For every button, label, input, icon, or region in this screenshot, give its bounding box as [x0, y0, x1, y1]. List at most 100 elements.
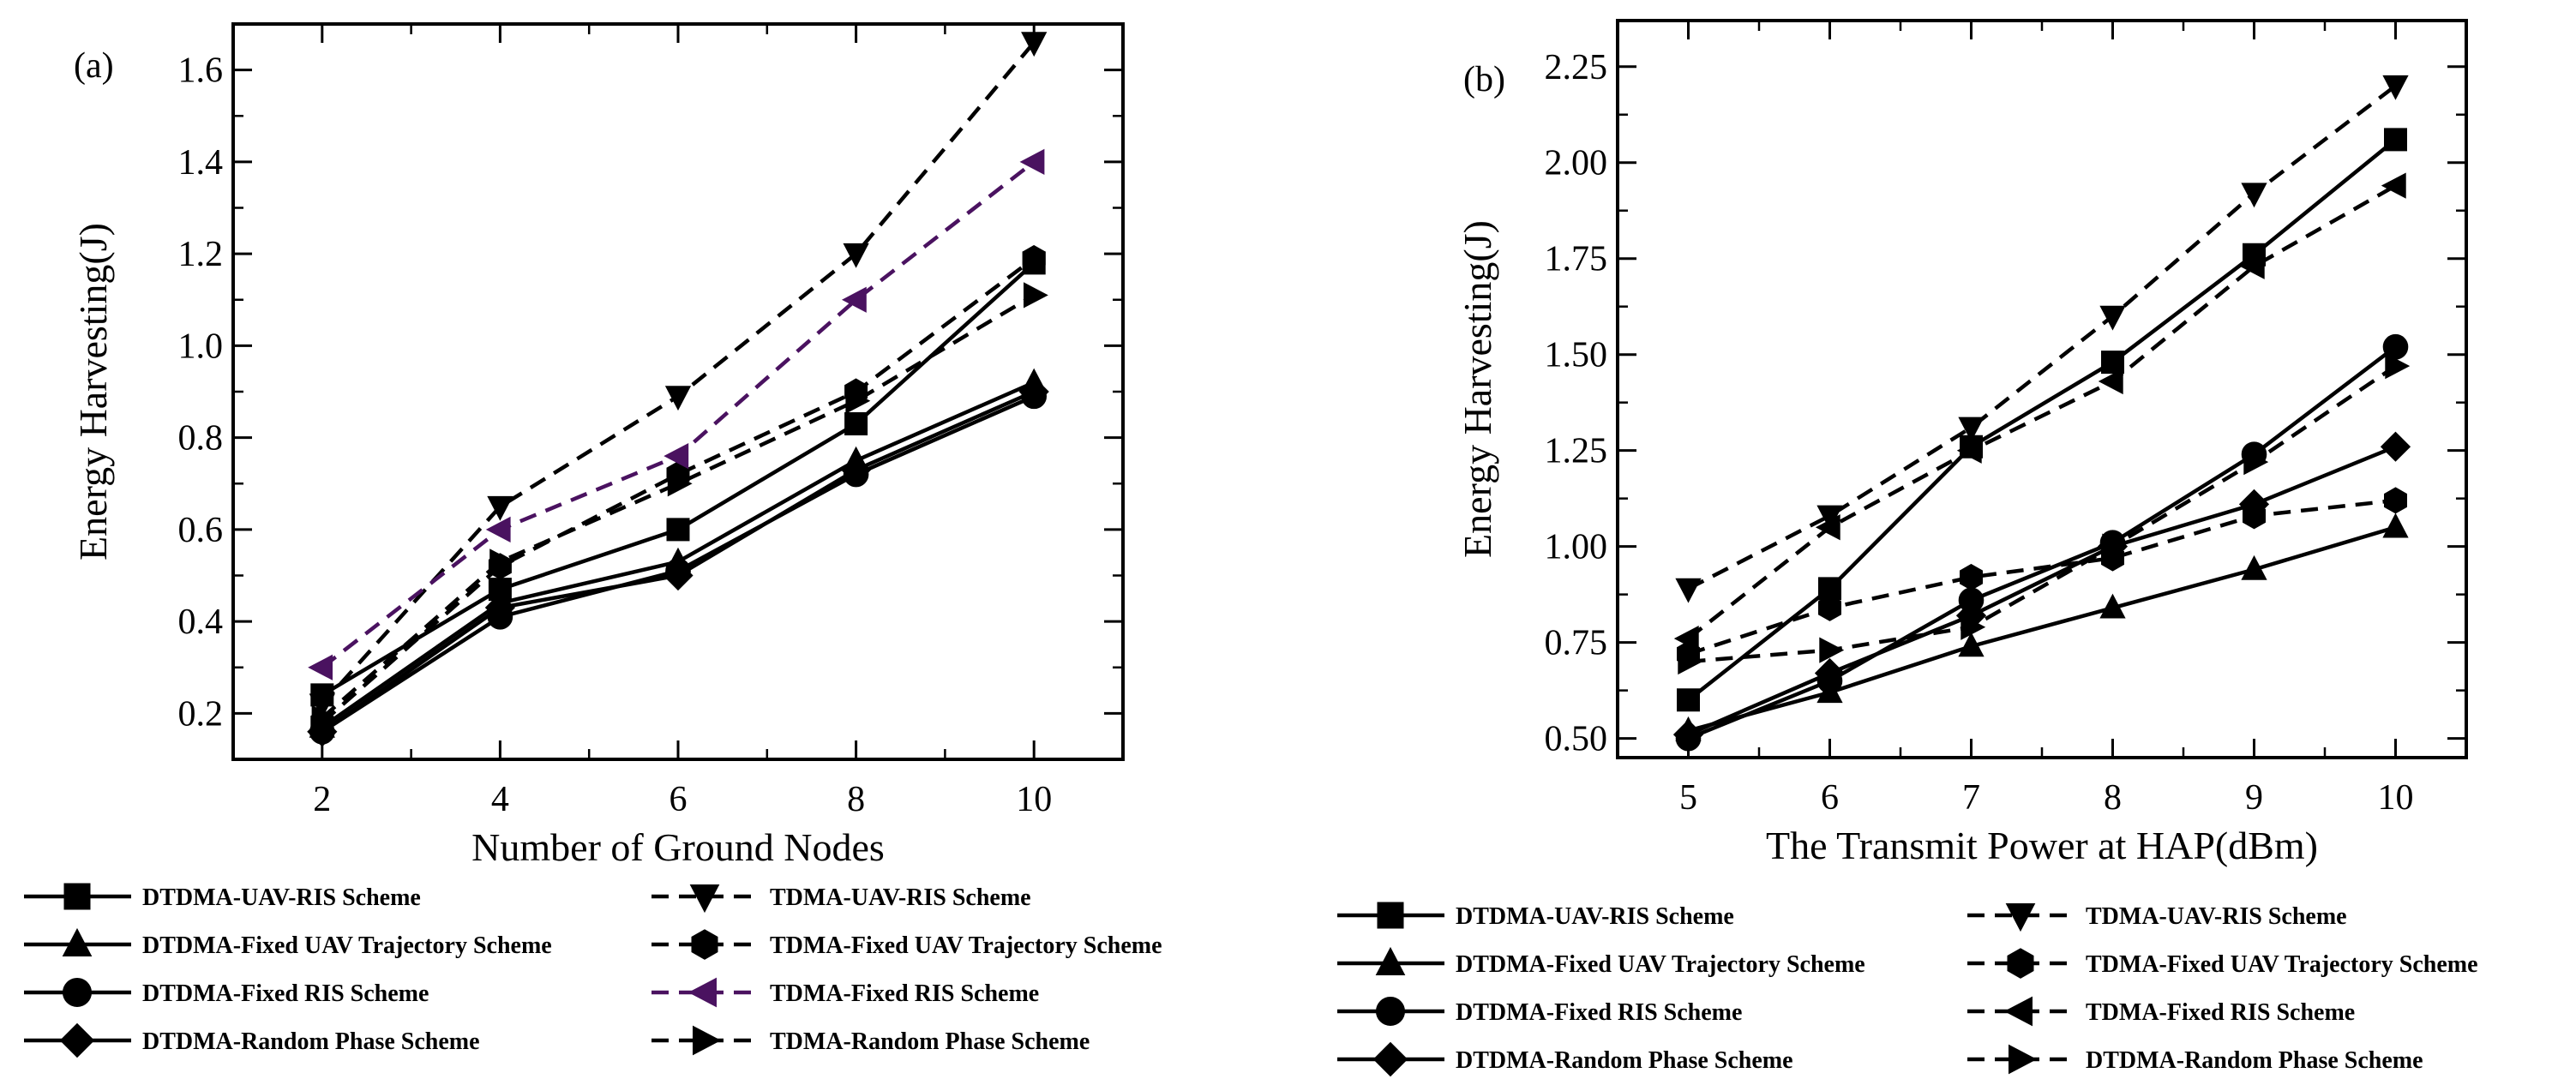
series-line [1687, 138, 2397, 702]
series-line [321, 41, 1036, 706]
data-point-marker [2241, 183, 2267, 208]
data-point-marker [1961, 614, 1986, 640]
data-point-marker [485, 516, 511, 543]
data-point-marker [2384, 487, 2407, 514]
data-point-marker [489, 548, 515, 575]
series-line [1687, 525, 2397, 733]
y-tick-label: 0.75 [1545, 624, 1608, 663]
legend-marker [2005, 903, 2036, 932]
data-point-marker [1958, 417, 1985, 442]
data-point-marker [2241, 554, 2267, 580]
y-tick-label: 1.75 [1545, 240, 1608, 279]
data-point-marker [663, 560, 694, 591]
legend-marker [1375, 946, 1406, 975]
legend-label: TDMA-UAV-RIS Scheme [770, 884, 1031, 911]
legend-marker [1376, 997, 1405, 1026]
data-point-marker [1958, 632, 1985, 657]
data-point-marker [1018, 376, 1049, 407]
panel-label: (b) [1463, 60, 1505, 99]
legend-entry: TDMA-Fixed RIS Scheme [1967, 996, 2355, 1027]
legend-label: DTDMA-Fixed RIS Scheme [142, 980, 429, 1007]
legend-label: DTDMA-Random Phase Scheme [1456, 1047, 1793, 1074]
legend-entry: DTDMA-Fixed UAV Trajectory Scheme [24, 927, 552, 959]
series-7 [1678, 352, 2411, 675]
legend-a: DTDMA-UAV-RIS Scheme TDMA-UAV-RIS Scheme D… [24, 883, 1162, 1058]
y-tick-label: 1.00 [1545, 528, 1608, 567]
x-tick-label: 8 [2104, 778, 2122, 818]
y-tick-label: 1.0 [178, 327, 224, 366]
legend-entry: DTDMA-Fixed RIS Scheme [24, 978, 429, 1007]
legend-entry: TDMA-Fixed UAV Trajectory Scheme [1967, 948, 2478, 979]
data-point-marker [2098, 368, 2123, 395]
legend-marker [688, 977, 717, 1008]
data-point-marker [1675, 578, 1702, 603]
legend-label: DTDMA-Random Phase Scheme [2086, 1047, 2423, 1074]
series-1 [1675, 75, 2409, 603]
panel-label: (a) [74, 46, 114, 86]
y-tick-label: 0.8 [178, 419, 224, 459]
data-point-marker [309, 693, 335, 719]
legend-marker [691, 929, 718, 960]
data-point-marker [1021, 32, 1048, 57]
data-point-marker [667, 471, 693, 497]
legend-marker [693, 1025, 722, 1056]
legend-entry: DTDMA-Fixed RIS Scheme [1337, 997, 1742, 1026]
x-tick-label: 10 [1016, 780, 1052, 819]
data-point-marker [1960, 563, 1983, 590]
legend-label: TDMA-Fixed UAV Trajectory Scheme [2086, 951, 2478, 978]
data-point-marker [843, 243, 869, 268]
x-axis-label: Number of Ground Nodes [471, 825, 885, 869]
data-point-marker [2384, 128, 2407, 152]
data-point-marker [664, 386, 692, 411]
series-5 [1673, 172, 2406, 652]
legend-b: DTDMA-UAV-RIS Scheme TDMA-UAV-RIS Scheme D… [1337, 902, 2478, 1077]
data-point-marker [487, 495, 513, 521]
data-point-marker [1818, 594, 1841, 621]
legend-label: DTDMA-UAV-RIS Scheme [1456, 903, 1734, 930]
data-point-marker [841, 286, 867, 313]
series-line [1687, 84, 2397, 590]
legend-entry: TDMA-UAV-RIS Scheme [652, 884, 1031, 914]
legend-label: DTDMA-Fixed RIS Scheme [1456, 999, 1742, 1026]
legend-label: TDMA-Fixed RIS Scheme [770, 980, 1039, 1007]
series-2 [309, 368, 1048, 738]
data-point-marker [2243, 448, 2269, 476]
data-point-marker [484, 592, 516, 623]
series-3 [1677, 487, 2407, 668]
x-tick-label: 8 [847, 780, 865, 819]
data-point-marker [1815, 514, 1840, 541]
series-line [1687, 498, 2396, 656]
data-point-marker [2101, 351, 2124, 375]
data-point-marker [2385, 352, 2411, 380]
x-tick-label: 6 [670, 780, 688, 819]
data-point-marker [308, 654, 333, 680]
legend-marker [62, 927, 93, 956]
data-point-marker [840, 454, 872, 485]
data-point-marker [1814, 657, 1846, 689]
series-4 [1675, 333, 2409, 752]
data-point-marker [845, 387, 871, 414]
legend-label: TDMA-Fixed UAV Trajectory Scheme [770, 932, 1162, 959]
series-5 [308, 148, 1045, 680]
legend-entry: DTDMA-Random Phase Scheme [1337, 1041, 1793, 1077]
data-point-marker [1678, 648, 1703, 675]
legend-label: TDMA-UAV-RIS Scheme [2086, 903, 2347, 930]
series-line [1687, 345, 2397, 740]
legend-entry: DTDMA-UAV-RIS Scheme [1337, 902, 1734, 930]
data-point-marker [1672, 719, 1704, 750]
y-tick-label: 0.2 [178, 694, 224, 734]
series-1 [309, 32, 1048, 719]
data-point-marker [2102, 533, 2128, 560]
data-point-marker [1677, 688, 1700, 712]
legend-label: TDMA-Random Phase Scheme [770, 1028, 1090, 1055]
legend-entry: DTDMA-Random Phase Scheme [1967, 1044, 2423, 1075]
legend-label: DTDMA-Random Phase Scheme [142, 1028, 480, 1055]
x-tick-label: 2 [313, 780, 331, 819]
series-line [321, 293, 1036, 720]
y-tick-label: 0.6 [178, 511, 224, 550]
series-line [1687, 183, 2397, 640]
y-tick-label: 1.2 [178, 235, 224, 274]
legend-label: DTDMA-Fixed UAV Trajectory Scheme [142, 932, 552, 959]
data-point-marker [1024, 282, 1048, 309]
y-tick-label: 1.25 [1545, 432, 1608, 471]
